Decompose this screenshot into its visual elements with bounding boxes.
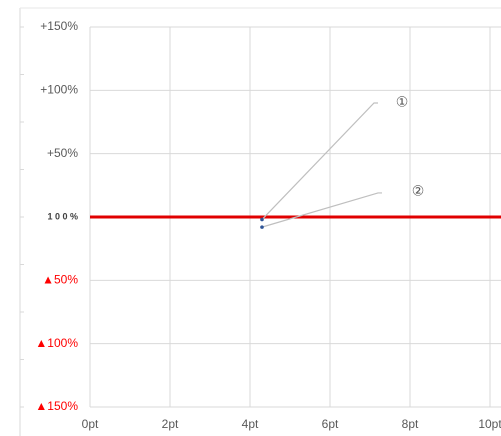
point <box>260 217 264 222</box>
x-tick-label: 4pt <box>242 417 259 431</box>
callout-line <box>261 192 382 228</box>
annotation: ① <box>396 94 409 110</box>
x-tick-label: 6pt <box>322 417 339 431</box>
y-tick-label: ▲100% <box>35 336 78 350</box>
callout-line <box>261 102 378 220</box>
x-tick-label: 0pt <box>82 417 99 431</box>
x-tick-label: 2pt <box>162 417 179 431</box>
y-tick-label: ▲150% <box>35 399 78 413</box>
point <box>260 225 264 229</box>
y-tick-label: ▲50% <box>42 273 78 287</box>
y-tick-label: +150% <box>40 19 78 33</box>
y-tick-label: +50% <box>47 146 78 160</box>
annotation: ② <box>412 182 425 198</box>
x-tick-label: 10pt <box>478 417 501 431</box>
x-tick-label: 8pt <box>402 417 419 431</box>
y-tick-label: 1 0 0 % <box>47 211 78 221</box>
y-tick-label: +100% <box>40 83 78 97</box>
